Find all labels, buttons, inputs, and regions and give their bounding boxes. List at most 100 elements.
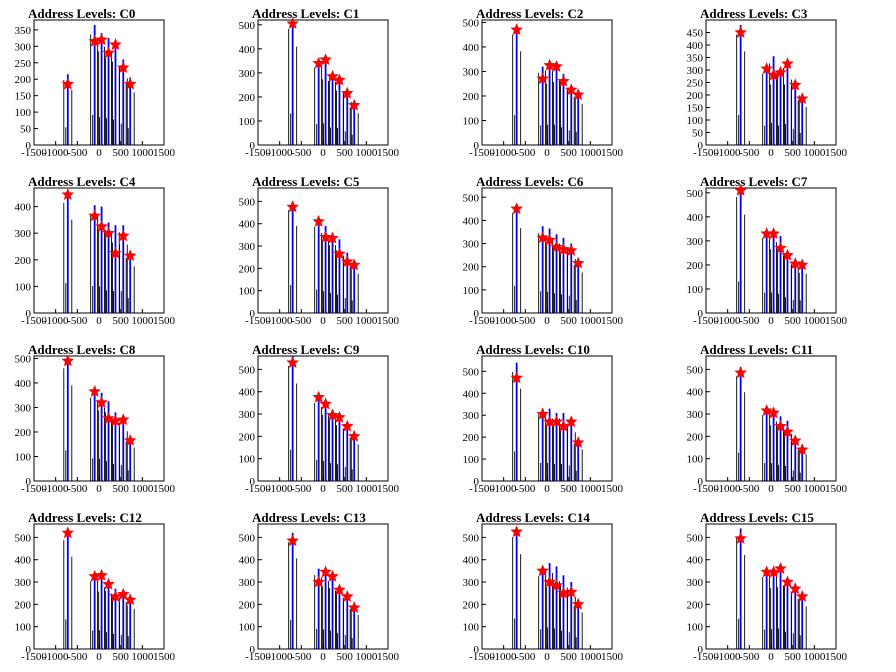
- histogram-plot: 050100150200250300350400450-1500-1000-50…: [687, 19, 848, 159]
- y-tick-label: 200: [463, 91, 480, 103]
- x-tick-label: 0: [544, 315, 550, 327]
- y-tick-label: 500: [239, 196, 256, 208]
- y-tick-label: 200: [687, 260, 704, 272]
- y-tick-label: 100: [463, 115, 480, 127]
- peak-marker: [774, 65, 787, 78]
- y-tick-label: 300: [15, 41, 32, 53]
- peak-marker: [557, 74, 570, 87]
- x-tick-label: -1500: [245, 147, 271, 159]
- histogram-panel: Address Levels: C12 0 100 200 300 400 500 -1500…: [0, 504, 224, 672]
- x-tick-label: 0: [320, 483, 326, 495]
- x-tick-label: -1000: [43, 147, 69, 159]
- y-tick-label: 300: [15, 577, 32, 589]
- histogram-panel: Address Levels: C13 0 100 200 300 400 500 -1500…: [224, 504, 448, 672]
- y-tick-label: 100: [15, 622, 32, 634]
- peak-marker: [536, 72, 549, 85]
- y-tick-label: 200: [15, 599, 32, 611]
- x-tick-label: 500: [112, 315, 129, 327]
- x-tick-label: -1000: [267, 147, 293, 159]
- histogram-panel: Address Levels: C0 0 50 100 150 200 250 300 350 -…: [0, 0, 224, 168]
- peak-marker: [326, 408, 339, 421]
- peak-marker: [319, 230, 332, 243]
- x-tick-label: -1000: [715, 147, 741, 159]
- x-tick-label: -1500: [21, 315, 47, 327]
- histogram-panel: Address Levels: C5 0 100 200 300 400 500 -1500-…: [224, 168, 448, 336]
- peak-marker: [571, 88, 585, 101]
- x-tick-label: -1000: [43, 651, 69, 663]
- x-tick-label: -1000: [491, 315, 517, 327]
- y-tick-label: 300: [463, 66, 480, 78]
- y-tick-label: 100: [15, 451, 32, 463]
- peak-marker: [760, 62, 773, 75]
- x-tick-label: 500: [560, 147, 577, 159]
- histogram-plot: 0 100 200 300 400 -1500-1000-500 0 500 1000 1500: [15, 187, 176, 327]
- x-tick-label: -1500: [469, 315, 495, 327]
- peak-marker: [117, 61, 130, 74]
- peak-marker: [795, 92, 809, 105]
- x-tick-label: 1500: [153, 651, 176, 663]
- x-tick-label: -1000: [491, 147, 517, 159]
- peak-marker: [557, 419, 570, 432]
- x-tick-label: -1500: [21, 147, 47, 159]
- y-tick-label: 500: [687, 532, 704, 544]
- y-tick-label: 500: [239, 20, 256, 32]
- peak-marker: [789, 582, 802, 595]
- chart-title: Address Levels: C12: [28, 510, 142, 525]
- peak-marker: [795, 589, 809, 602]
- chart-title: Address Levels: C1: [252, 6, 360, 21]
- x-tick-label: -500: [515, 147, 536, 159]
- peak-marker: [510, 202, 523, 215]
- x-tick-label: 1500: [153, 147, 176, 159]
- y-tick-label: 500: [463, 17, 480, 29]
- x-tick-label: -1500: [21, 483, 47, 495]
- x-tick-label: -1000: [491, 651, 517, 663]
- x-tick-label: 1000: [579, 315, 602, 327]
- peak-marker: [789, 434, 802, 447]
- histogram-panel: Address Levels: C2 0 100 200 300 400 500 -1500-…: [448, 0, 672, 168]
- peak-marker: [510, 23, 523, 36]
- y-tick-label: 200: [687, 599, 704, 611]
- peak-marker: [333, 583, 346, 596]
- peak-marker: [88, 384, 101, 397]
- peak-marker: [95, 395, 108, 408]
- x-tick-label: 0: [768, 315, 774, 327]
- x-tick-label: 500: [784, 315, 801, 327]
- peak-marker: [347, 258, 361, 271]
- y-tick-label: 0: [26, 140, 32, 152]
- peak-marker: [550, 415, 563, 428]
- peak-marker: [109, 246, 122, 259]
- peak-marker: [102, 577, 115, 590]
- y-tick-label: 500: [463, 532, 480, 544]
- y-tick-label: 500: [239, 532, 256, 544]
- x-tick-label: -500: [515, 315, 536, 327]
- peak-marker: [88, 209, 101, 222]
- peak-marker: [767, 406, 780, 419]
- x-tick-label: -500: [515, 483, 536, 495]
- chart-title: Address Levels: C3: [700, 6, 808, 21]
- y-tick-label: 100: [463, 622, 480, 634]
- peak-marker: [789, 257, 802, 270]
- x-tick-label: 500: [112, 483, 129, 495]
- x-tick-label: 1000: [803, 483, 826, 495]
- y-tick-label: 0: [26, 476, 32, 488]
- histogram-panel: Address Levels: C14 0 100 200 300 400 500 -1500…: [448, 504, 672, 672]
- y-tick-label: 50: [20, 124, 32, 136]
- peak-marker: [536, 564, 549, 577]
- x-tick-label: 500: [112, 651, 129, 663]
- x-tick-label: -1000: [715, 315, 741, 327]
- y-tick-label: 400: [15, 555, 32, 567]
- y-tick-label: 0: [698, 140, 704, 152]
- x-tick-label: 1000: [803, 651, 826, 663]
- y-tick-label: 200: [15, 74, 32, 86]
- y-tick-label: 300: [687, 236, 704, 248]
- y-tick-label: 100: [463, 285, 480, 297]
- x-tick-label: 1500: [377, 147, 400, 159]
- x-tick-label: 0: [544, 651, 550, 663]
- y-tick-label: 0: [474, 308, 480, 320]
- y-tick-label: 200: [687, 90, 704, 102]
